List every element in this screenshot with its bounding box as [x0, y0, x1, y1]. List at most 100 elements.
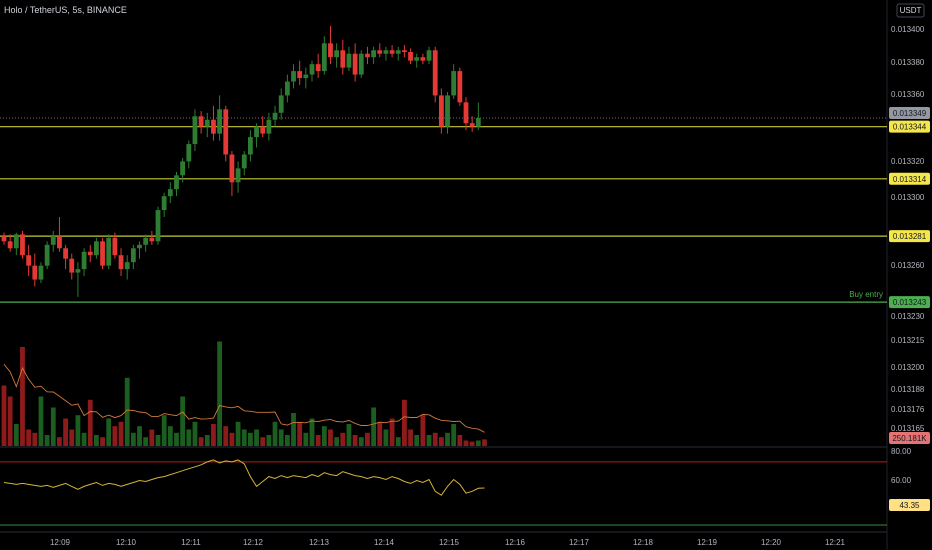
candle-body: [20, 234, 25, 256]
candle-body: [340, 50, 346, 68]
volume-bar: [315, 435, 321, 446]
rsi-value-badge: 43.35: [899, 501, 920, 510]
price-tick-label: 0.013380: [891, 58, 925, 67]
volume-bar: [106, 418, 112, 446]
time-tick-label: 12:12: [243, 538, 264, 547]
candle-body: [352, 53, 358, 75]
volume-bar: [358, 437, 364, 446]
volume-bar: [7, 396, 13, 446]
candle-body: [38, 265, 44, 280]
volume-bar: [1, 385, 7, 446]
volume-bar: [365, 432, 370, 446]
volume-bar: [20, 347, 25, 446]
volume-bar: [383, 429, 389, 446]
volume-bar: [445, 432, 450, 446]
volume-bar: [174, 432, 179, 446]
candle-body: [260, 126, 266, 134]
candle-body: [438, 95, 444, 127]
volume-bar: [284, 435, 290, 446]
time-tick-label: 12:19: [697, 538, 718, 547]
candle-body: [229, 154, 235, 183]
candle-body: [278, 95, 284, 113]
volume-bar: [426, 435, 432, 446]
candle-body: [475, 118, 481, 127]
chart-title: Holo / TetherUS, 5s, BINANCE: [4, 5, 127, 15]
currency-button[interactable]: [896, 3, 925, 18]
candle-body: [204, 119, 210, 127]
volume-tick-label: 0.013165: [891, 424, 925, 433]
candle-body: [365, 53, 370, 58]
candle-body: [358, 53, 364, 75]
volume-bar: [235, 421, 241, 446]
volume-bar: [75, 415, 81, 446]
price-tick-label: 0.013260: [891, 261, 925, 270]
volume-bar: [451, 424, 457, 446]
candle-body: [223, 109, 229, 155]
time-tick-label: 12:17: [569, 538, 590, 547]
hline-price-badge: 0.013281: [893, 232, 927, 241]
volume-bar: [223, 426, 229, 446]
volume-bar: [44, 435, 50, 446]
volume-tick-label: 0.013188: [891, 385, 925, 394]
price-tick-label: 0.013300: [891, 193, 925, 202]
hline-price-badge-bg: [889, 296, 930, 309]
hline-price-badge: 0.013314: [893, 175, 927, 184]
volume-bar: [192, 421, 198, 446]
candle-body: [254, 126, 259, 138]
volume-bar: [303, 432, 309, 446]
candle-body: [463, 102, 469, 124]
candle-body: [186, 144, 192, 162]
volume-bar: [408, 429, 413, 446]
candle-body: [309, 64, 315, 75]
candle-body: [198, 116, 204, 127]
candle-body: [457, 71, 463, 103]
volume-bar: [334, 437, 340, 446]
currency-button-label[interactable]: USDT: [900, 6, 922, 15]
candle-body: [377, 50, 383, 54]
candle-body: [75, 269, 81, 273]
candle-body: [130, 248, 136, 263]
candle-body: [297, 71, 303, 79]
volume-bar: [143, 437, 149, 446]
candle-body: [155, 210, 161, 242]
entry-annotation: Buy entry: [849, 290, 883, 299]
rsi-tick-label: 80.00: [891, 447, 912, 456]
hline-price-badge-bg: [889, 230, 930, 243]
candle-body: [315, 64, 321, 72]
volume-bar: [260, 437, 266, 446]
candle-body: [451, 71, 457, 96]
candle-body: [217, 109, 222, 134]
candle-body: [334, 50, 340, 58]
candle-body: [174, 175, 179, 190]
price-tick-label: 0.013215: [891, 336, 925, 345]
price-tick-label: 0.013400: [891, 25, 925, 34]
candle-body: [211, 119, 216, 134]
volume-bar: [69, 429, 75, 446]
candle-body: [432, 50, 438, 96]
volume-bar: [309, 418, 315, 446]
volume-bar: [229, 432, 235, 446]
volume-bar: [38, 396, 44, 446]
volume-bar: [377, 421, 383, 446]
volume-bar: [340, 432, 346, 446]
candle-body: [284, 81, 290, 96]
candle-body: [235, 168, 241, 183]
volume-bar: [438, 437, 444, 446]
candle-body: [161, 196, 167, 211]
time-tick-label: 12:18: [633, 538, 654, 547]
volume-bar: [469, 441, 475, 446]
candle-body: [346, 53, 352, 68]
volume-bar: [402, 399, 407, 446]
volume-bar: [161, 415, 167, 446]
candle-body: [57, 236, 62, 249]
candle-body: [241, 154, 247, 169]
candle-body: [420, 57, 426, 61]
price-tick-label: 0.013230: [891, 312, 925, 321]
volume-bar: [254, 429, 259, 446]
candle-body: [32, 265, 38, 280]
volume-bar: [328, 429, 333, 446]
rsi-line: [3, 459, 485, 496]
volume-bar: [112, 426, 118, 446]
candle-body: [44, 244, 50, 266]
